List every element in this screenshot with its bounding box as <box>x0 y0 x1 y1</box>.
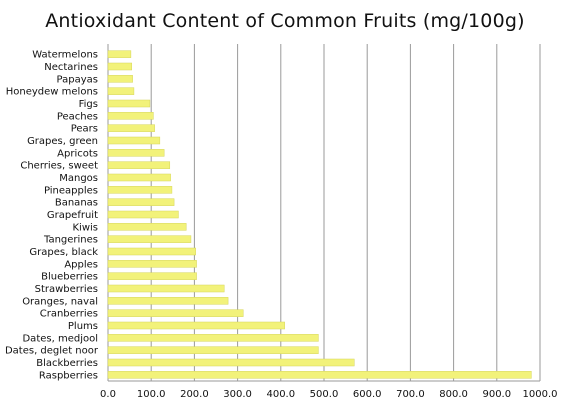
category-label: Plums <box>68 321 98 332</box>
x-tick-label: 900.0 <box>482 389 511 400</box>
bar-peaches <box>107 112 154 120</box>
x-tick-label: 800.0 <box>439 389 468 400</box>
bar-honeydew-melons <box>107 87 135 95</box>
bar-cherries-sweet <box>107 161 171 169</box>
bar-apples <box>107 260 197 268</box>
category-label: Dates, medjool <box>22 333 98 344</box>
bar-papayas <box>107 75 133 83</box>
category-label: Mangos <box>59 173 98 184</box>
category-label: Papayas <box>57 74 98 85</box>
x-tick-label: 200.0 <box>180 389 209 400</box>
category-label: Grapefruit <box>47 210 98 221</box>
bar-dates-medjool <box>107 334 319 342</box>
category-label: Cranberries <box>40 309 98 320</box>
bar-watermelons <box>107 50 132 58</box>
category-label: Honeydew melons <box>6 87 98 98</box>
category-label: Figs <box>79 99 98 110</box>
category-label: Blueberries <box>41 272 98 283</box>
category-label: Kiwis <box>72 222 98 233</box>
bar-pineapples <box>107 186 173 194</box>
x-tick-label: 500.0 <box>310 389 339 400</box>
bar-dates-deglet-noor <box>107 346 319 354</box>
bar-grapes-black <box>107 247 196 256</box>
bar-blueberries <box>107 272 197 280</box>
bar-blackberries <box>107 358 355 367</box>
bar-kiwis <box>107 223 187 231</box>
category-label: Cherries, sweet <box>20 161 98 172</box>
bar-plums <box>107 321 285 330</box>
category-label: Bananas <box>55 198 98 209</box>
x-tick-label: 700.0 <box>396 389 425 400</box>
bar-pears <box>107 124 155 132</box>
category-label: Nectarines <box>44 62 98 73</box>
category-label: Raspberries <box>39 370 98 381</box>
bar-strawberries <box>107 284 225 293</box>
bar-bananas <box>107 198 175 206</box>
x-tick-label: 300.0 <box>223 389 252 400</box>
bar-raspberries <box>107 371 532 379</box>
x-tick-label: 600.0 <box>353 389 382 400</box>
category-label: Tangerines <box>43 235 98 246</box>
category-label: Grapes, green <box>27 136 98 147</box>
bar-mangos <box>107 173 171 182</box>
category-label: Pineapples <box>44 185 98 196</box>
bar-grapes-green <box>107 136 161 145</box>
bar-cranberries <box>107 309 244 317</box>
x-tick-label: 400.0 <box>266 389 295 400</box>
bar-apricots <box>107 149 165 157</box>
category-label: Peaches <box>57 111 98 122</box>
x-tick-label: 1000.0 <box>523 389 558 400</box>
category-label: Dates, deglet noor <box>5 346 99 357</box>
x-tick-label: 100.0 <box>137 389 166 400</box>
bar-tangerines <box>107 235 192 243</box>
bar-nectarines <box>107 62 133 71</box>
chart-title: Antioxidant Content of Common Fruits (mg… <box>45 10 525 32</box>
category-label: Apricots <box>57 148 98 159</box>
category-label: Blackberries <box>36 358 98 369</box>
x-tick-label: 0.0 <box>100 389 116 400</box>
category-label: Watermelons <box>32 50 98 61</box>
category-label: Apples <box>64 259 98 270</box>
category-label: Pears <box>71 124 98 135</box>
category-label: Grapes, black <box>29 247 98 258</box>
category-label: Oranges, naval <box>22 296 98 307</box>
bar-oranges-naval <box>107 297 229 305</box>
bar-figs <box>107 99 151 108</box>
bar-grapefruit <box>107 210 179 219</box>
category-label: Strawberries <box>35 284 98 295</box>
